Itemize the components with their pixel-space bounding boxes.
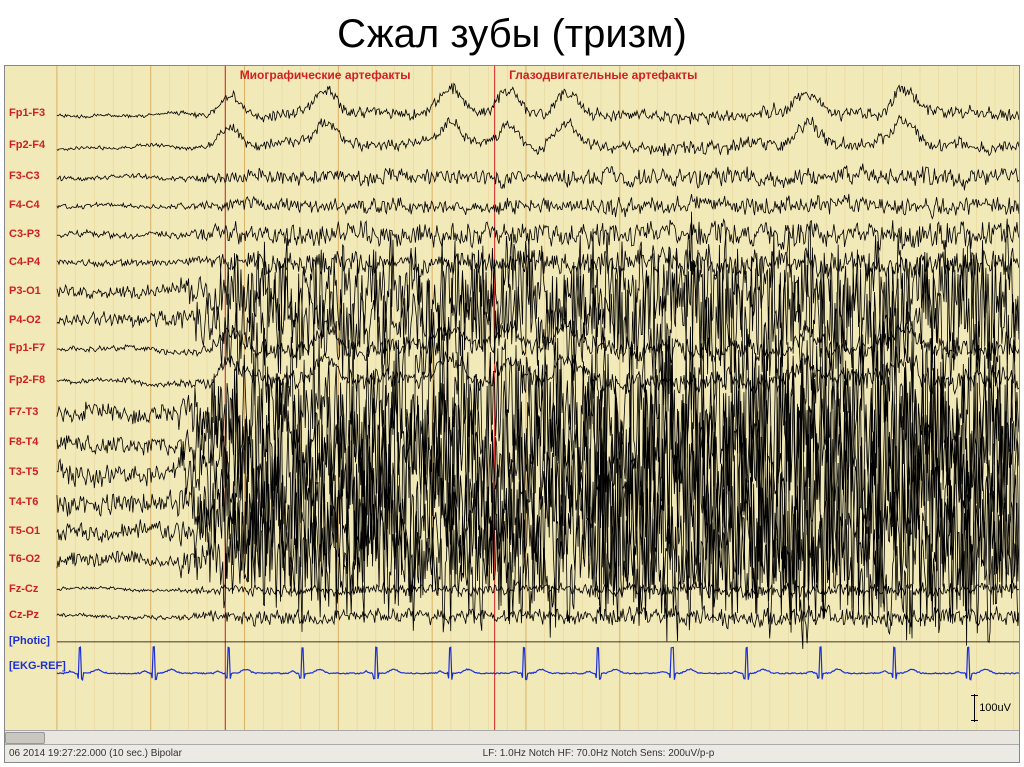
status-mid: LF: 1.0Hz Notch HF: 70.0Hz Notch Sens: 2… (182, 748, 1015, 759)
time-scrollbar[interactable] (5, 730, 1019, 744)
channel-label: F7-T3 (9, 407, 38, 418)
channel-label: Cz-Pz (9, 610, 39, 621)
channel-label: Fz-Cz (9, 584, 38, 595)
channel-label: Fp2-F4 (9, 140, 45, 151)
channel-label: C4-P4 (9, 257, 40, 268)
channel-label: C3-P3 (9, 229, 40, 240)
status-left: 06 2014 19:27:22.000 (10 sec.) Bipolar (9, 748, 182, 759)
channel-label: Fp1-F7 (9, 343, 45, 354)
channel-label: P4-O2 (9, 315, 41, 326)
channel-label: [Photic] (9, 636, 50, 647)
channel-label: [EKG-REF] (9, 661, 66, 672)
slide-title: Сжал зубы (тризм) (0, 0, 1024, 65)
status-bar: 06 2014 19:27:22.000 (10 sec.) Bipolar L… (5, 744, 1019, 762)
channel-labels: Fp1-F3 Fp2-F4 F3-C3 F4-C4 C3-P3 C4-P4 P3-O1 P4-… (7, 66, 67, 762)
scroll-thumb[interactable] (5, 732, 45, 744)
channel-label: Fp2-F8 (9, 375, 45, 386)
annotation-label: Миографические артефакты (240, 68, 411, 82)
eeg-viewer: Миографические артефакты Глазодвигательны… (4, 65, 1020, 763)
annotation-label: Глазодвигательные артефакты (509, 68, 697, 82)
channel-label: F4-C4 (9, 200, 40, 211)
annotation-row: Миографические артефакты Глазодвигательны… (5, 68, 1019, 86)
scale-bar-icon (974, 694, 975, 722)
channel-label: Fp1-F3 (9, 108, 45, 119)
channel-label: T3-T5 (9, 467, 38, 478)
channel-label: F3-C3 (9, 171, 40, 182)
channel-label: P3-O1 (9, 286, 41, 297)
eeg-canvas (5, 66, 1019, 762)
channel-label: T6-O2 (9, 554, 40, 565)
scale-label: 100uV (979, 702, 1011, 714)
channel-label: T4-T6 (9, 497, 38, 508)
slide: Сжал зубы (тризм) Миографические артефак… (0, 0, 1024, 767)
channel-label: T5-O1 (9, 526, 40, 537)
scale-marker: 100uV (974, 694, 1011, 722)
channel-label: F8-T4 (9, 437, 38, 448)
